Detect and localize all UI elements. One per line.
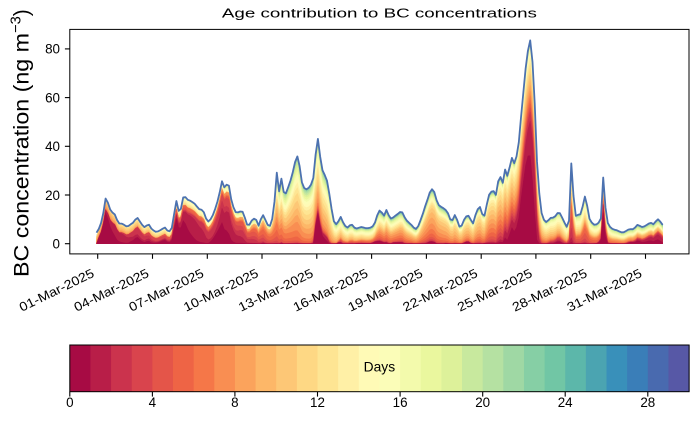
- svg-text:60: 60: [45, 90, 60, 105]
- svg-text:8: 8: [231, 395, 238, 410]
- svg-text:20: 20: [45, 188, 60, 203]
- svg-text:80: 80: [45, 42, 60, 57]
- svg-text:24: 24: [558, 395, 573, 410]
- svg-text:12: 12: [310, 395, 325, 410]
- svg-text:Days: Days: [364, 360, 396, 375]
- svg-text:20: 20: [475, 395, 490, 410]
- svg-text:0: 0: [53, 237, 60, 252]
- svg-text:Age contribution to BC concent: Age contribution to BC concentrations: [222, 6, 538, 21]
- svg-text:28: 28: [640, 395, 655, 410]
- svg-text:4: 4: [149, 395, 157, 410]
- svg-text:BC concentration (ng m−3): BC concentration (ng m−3): [9, 9, 34, 277]
- svg-text:16: 16: [393, 395, 408, 410]
- svg-text:0: 0: [66, 395, 73, 410]
- svg-text:40: 40: [45, 139, 60, 154]
